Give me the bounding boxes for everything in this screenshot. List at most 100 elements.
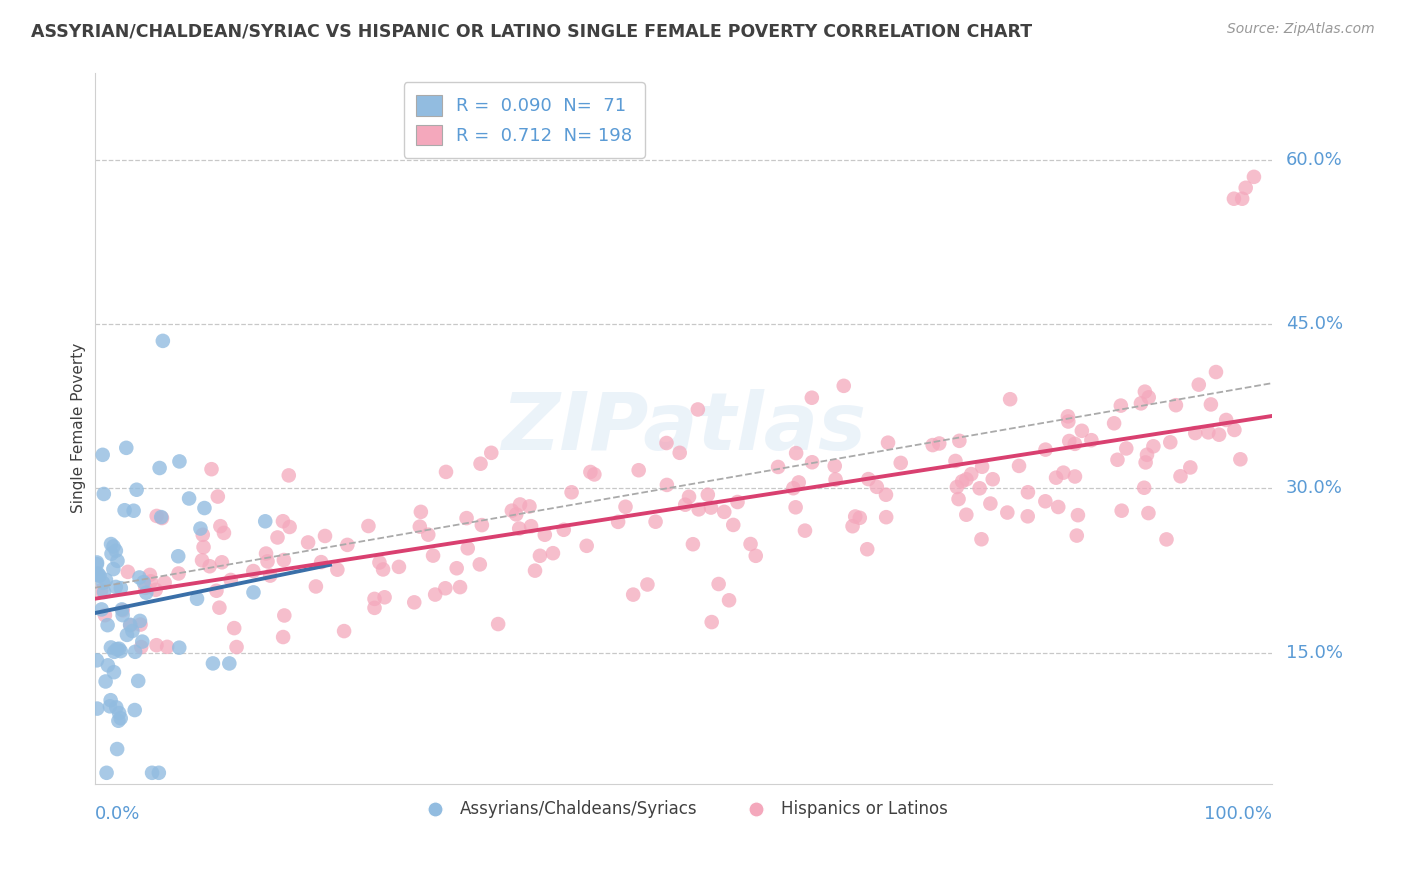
Point <box>208 600 231 615</box>
Point <box>186 591 208 606</box>
Point <box>688 502 710 516</box>
Point <box>979 497 1001 511</box>
Point <box>100 693 122 707</box>
Point <box>273 553 295 567</box>
Point <box>824 473 846 487</box>
Point <box>745 549 768 563</box>
Point <box>575 539 598 553</box>
Point <box>718 593 741 607</box>
Point <box>1045 471 1067 485</box>
Point <box>1170 469 1192 483</box>
Point <box>1102 417 1125 431</box>
Point <box>97 658 120 673</box>
Point <box>858 472 880 486</box>
Text: 60.0%: 60.0% <box>1285 152 1343 169</box>
Point <box>501 503 523 517</box>
Point <box>844 509 866 524</box>
Point <box>254 514 277 528</box>
Point <box>152 334 174 348</box>
Point <box>673 498 696 512</box>
Point <box>1223 423 1246 437</box>
Point <box>110 711 132 725</box>
Point <box>103 540 125 554</box>
Point <box>91 448 114 462</box>
Point <box>141 765 163 780</box>
Point <box>150 510 173 524</box>
Point <box>627 463 650 477</box>
Text: ASSYRIAN/CHALDEAN/SYRIAC VS HISPANIC OR LATINO SINGLE FEMALE POVERTY CORRELATION: ASSYRIAN/CHALDEAN/SYRIAC VS HISPANIC OR … <box>31 22 1032 40</box>
Point <box>115 628 138 642</box>
Point <box>456 511 478 525</box>
Point <box>668 446 690 460</box>
Point <box>111 602 134 616</box>
Point <box>305 579 328 593</box>
Point <box>636 577 658 591</box>
Point <box>94 573 117 587</box>
Point <box>921 438 943 452</box>
Point <box>955 472 977 486</box>
Point <box>125 483 148 497</box>
Point <box>1205 365 1227 379</box>
Point <box>363 591 385 606</box>
Point <box>96 765 118 780</box>
Point <box>801 455 824 469</box>
Point <box>785 446 807 460</box>
Text: Source: ZipAtlas.com: Source: ZipAtlas.com <box>1227 22 1375 37</box>
Point <box>1197 425 1219 440</box>
Point <box>471 518 494 533</box>
Point <box>212 525 235 540</box>
Point <box>981 472 1004 486</box>
Point <box>153 575 176 590</box>
Point <box>707 577 730 591</box>
Point <box>93 487 115 501</box>
Point <box>139 574 162 589</box>
Point <box>336 538 359 552</box>
Point <box>541 546 564 560</box>
Point <box>998 392 1021 407</box>
Point <box>849 511 872 525</box>
Point <box>128 570 150 584</box>
Point <box>114 503 136 517</box>
Point <box>129 617 152 632</box>
Point <box>103 665 125 680</box>
Point <box>740 537 762 551</box>
Point <box>333 624 356 639</box>
Point <box>278 520 301 534</box>
Point <box>794 524 817 538</box>
Point <box>256 554 278 568</box>
Point <box>782 481 804 495</box>
Point <box>1230 192 1253 206</box>
Point <box>508 522 530 536</box>
Point <box>156 640 179 654</box>
Point <box>1137 390 1160 404</box>
Point <box>191 553 214 567</box>
Point <box>134 581 156 595</box>
Point <box>723 517 745 532</box>
Point <box>1180 460 1202 475</box>
Point <box>89 568 111 582</box>
Point <box>105 700 128 714</box>
Point <box>207 490 229 504</box>
Point <box>132 575 155 590</box>
Point <box>374 591 396 605</box>
Point <box>87 566 110 581</box>
Point <box>856 542 879 557</box>
Point <box>124 703 146 717</box>
Point <box>191 528 214 542</box>
Point <box>1052 466 1074 480</box>
Point <box>266 531 288 545</box>
Point <box>468 558 491 572</box>
Point <box>149 461 172 475</box>
Point <box>404 595 426 609</box>
Point <box>1184 425 1206 440</box>
Point <box>614 500 637 514</box>
Point <box>787 475 810 490</box>
Point <box>519 500 541 514</box>
Point <box>100 537 122 551</box>
Point <box>409 505 432 519</box>
Point <box>1017 485 1039 500</box>
Point <box>309 555 332 569</box>
Point <box>696 488 718 502</box>
Point <box>167 566 190 581</box>
Point <box>972 459 994 474</box>
